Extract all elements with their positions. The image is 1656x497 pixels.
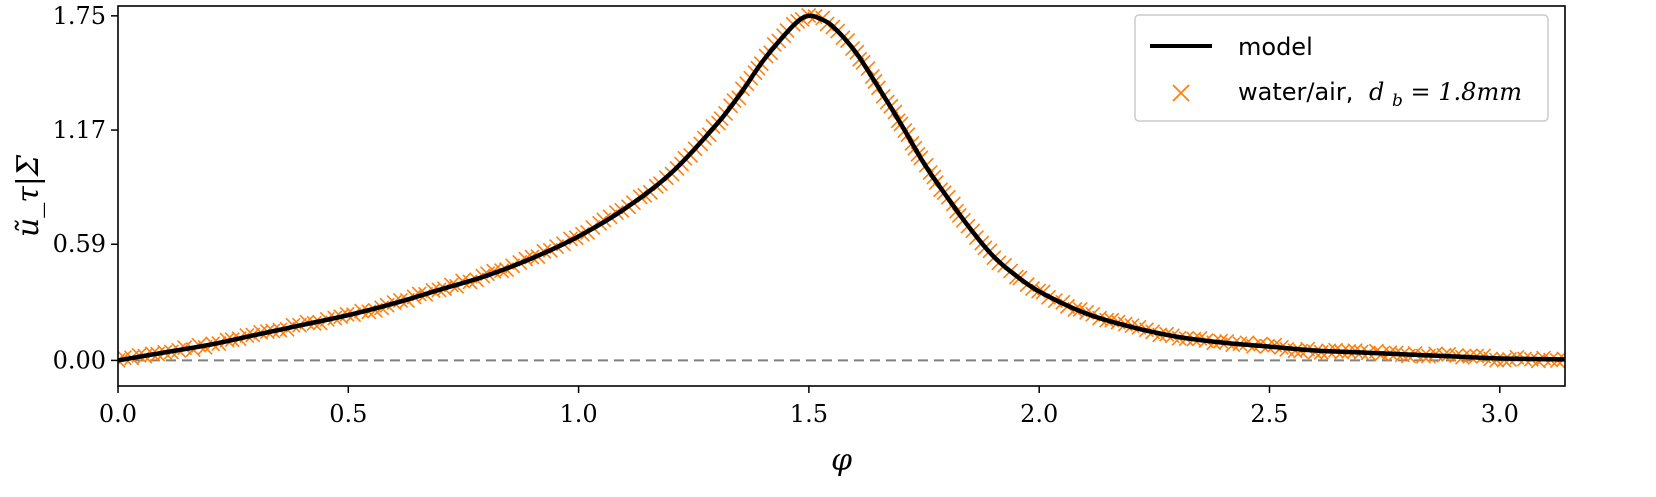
x-tick-label: 3.0 [1481,400,1519,428]
x-tick-label: 0.5 [329,400,367,428]
legend-box [1134,14,1549,122]
legend-data-swatch [1172,84,1190,102]
legend-data-label: water/air, d b = 1.8mm [1238,78,1522,112]
y-tick-label: 1.17 [53,116,106,144]
x-tick-label: 2.5 [1250,400,1288,428]
y-tick-label: 1.75 [53,2,106,30]
x-axis-label: φ [831,443,852,478]
y-tick-label: 0.00 [53,346,106,374]
model-line [118,13,1565,363]
legend-data-label-plain: water/air, [1238,78,1353,106]
legend-x-marker-stroke [1172,84,1190,102]
x-tick-label: 0.0 [99,400,137,428]
axes: 0.0 0.5 1.0 1.5 2.0 2.5 3.0 0.00 0.59 1.17 1.75 [53,2,1566,428]
x-tick-label: 1.0 [560,400,598,428]
x-tick-label: 2.0 [1020,400,1058,428]
x-tick-label: 1.5 [790,400,828,428]
y-tick-label: 0.59 [53,230,106,258]
legend-data-label-math: d [1369,78,1384,106]
legend: model water/air, d b = 1.8mm [1134,14,1549,122]
plot-area [118,7,1565,369]
legend-model-label: model [1238,33,1313,61]
legend-data-label-rest: = 1.8mm [1411,78,1522,106]
legend-data-label-sub: b [1392,91,1403,111]
plot-frame [117,5,1566,387]
y-axis-label: ũ_τ|Σ [11,154,46,237]
